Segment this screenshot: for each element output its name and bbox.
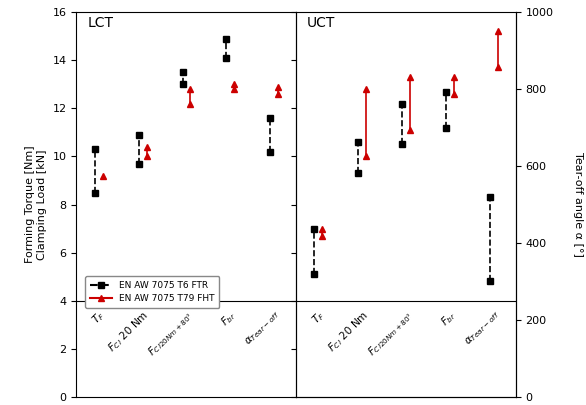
Y-axis label: Forming Torque [Nm]
Clamping Load [kN]: Forming Torque [Nm] Clamping Load [kN] bbox=[25, 146, 47, 263]
Text: $\alpha_{Tear-off}$: $\alpha_{Tear-off}$ bbox=[462, 308, 502, 348]
Text: $T_F$: $T_F$ bbox=[309, 308, 328, 326]
Text: $F_{br}$: $F_{br}$ bbox=[438, 308, 459, 329]
Text: $F_{Cl}$ 20 Nm: $F_{Cl}$ 20 Nm bbox=[105, 308, 152, 355]
Y-axis label: Tear-off angle α [°]: Tear-off angle α [°] bbox=[573, 152, 583, 257]
Text: $\alpha_{Tear-off}$: $\alpha_{Tear-off}$ bbox=[243, 308, 282, 348]
Text: $F_{Cl}$ 20 Nm: $F_{Cl}$ 20 Nm bbox=[325, 308, 372, 355]
Text: UCT: UCT bbox=[307, 16, 335, 30]
Text: LCT: LCT bbox=[87, 16, 113, 30]
Text: $T_F$: $T_F$ bbox=[89, 308, 108, 326]
Text: $F_{br}$: $F_{br}$ bbox=[219, 308, 240, 329]
Text: $F_{Cl20Nm+80°}$: $F_{Cl20Nm+80°}$ bbox=[145, 308, 196, 359]
Text: $F_{Cl20Nm+80°}$: $F_{Cl20Nm+80°}$ bbox=[365, 308, 415, 359]
Legend: EN AW 7075 T6 FTR, EN AW 7075 T79 FHT: EN AW 7075 T6 FTR, EN AW 7075 T79 FHT bbox=[85, 276, 219, 308]
